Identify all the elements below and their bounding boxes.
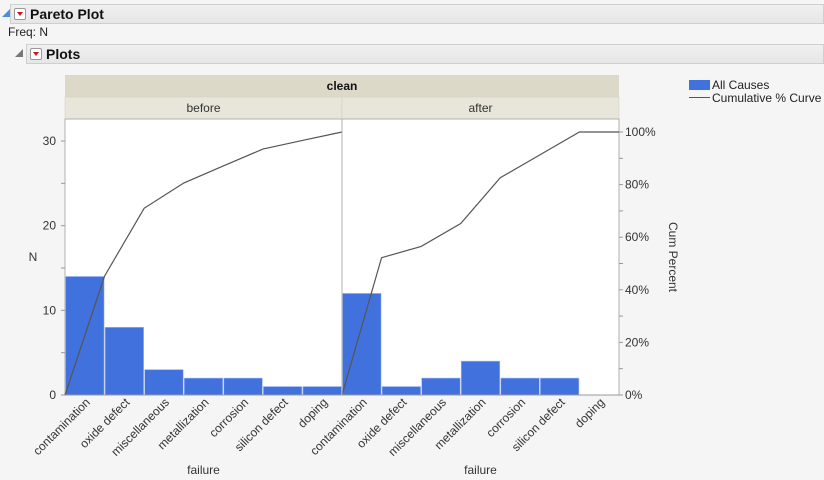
- bar[interactable]: [223, 377, 263, 396]
- bar[interactable]: [302, 386, 342, 396]
- y2-tick-label: 80%: [625, 178, 649, 192]
- x-axis-label: failure: [464, 463, 497, 477]
- red-triangle-menu-icon[interactable]: [30, 48, 42, 60]
- x-axis-label: failure: [187, 463, 220, 477]
- y-tick-label: 20: [43, 219, 57, 233]
- legend-item-cumulative-curve[interactable]: Cumulative % Curve: [689, 90, 822, 105]
- bar[interactable]: [342, 293, 382, 396]
- panel-header-label: before: [186, 101, 220, 115]
- legend-item-all-causes[interactable]: All Causes: [689, 77, 821, 92]
- bar[interactable]: [263, 386, 303, 396]
- freq-label: Freq: N: [8, 25, 49, 39]
- bar[interactable]: [460, 360, 501, 396]
- bar[interactable]: [183, 377, 224, 396]
- x-category-label: doping: [572, 395, 607, 430]
- y-tick-label: 30: [43, 134, 57, 148]
- pareto-plot-header[interactable]: Pareto Plot: [10, 4, 824, 24]
- x-category-label: doping: [295, 395, 330, 430]
- report-title: Pareto Plot: [30, 6, 104, 22]
- line-swatch-icon: [689, 97, 710, 98]
- legend: All Causes Cumulative % Curve: [689, 77, 822, 105]
- y2-tick-label: 20%: [625, 335, 649, 349]
- y-tick-label: 0: [49, 388, 56, 402]
- bar[interactable]: [421, 377, 461, 396]
- y-axis-label: N: [29, 250, 38, 264]
- bar[interactable]: [500, 377, 540, 396]
- panel-header-label: after: [468, 101, 492, 115]
- plots-title: Plots: [46, 46, 81, 62]
- bar[interactable]: [144, 369, 184, 396]
- bar[interactable]: [104, 326, 144, 396]
- cumulative-percent-curve: [64, 131, 343, 396]
- y2-tick-label: 100%: [625, 125, 656, 139]
- group-header: [65, 75, 619, 97]
- group-header-label: clean: [327, 79, 358, 93]
- y2-axis-label: Cum Percent: [666, 222, 680, 293]
- legend-label: Cumulative % Curve: [712, 90, 822, 105]
- bar[interactable]: [381, 386, 421, 396]
- cumulative-percent-curve: [341, 131, 619, 396]
- bar[interactable]: [540, 377, 580, 396]
- red-triangle-menu-icon[interactable]: [14, 8, 26, 20]
- y2-tick-label: 60%: [625, 230, 649, 244]
- collapse-plots-icon[interactable]: [15, 49, 23, 57]
- y2-tick-label: 0%: [625, 388, 643, 402]
- bar-swatch-icon: [689, 79, 710, 90]
- y-tick-label: 10: [43, 303, 57, 317]
- y2-tick-label: 40%: [625, 283, 649, 297]
- legend-label: All Causes: [712, 77, 770, 92]
- collapse-pareto-plot-icon[interactable]: [2, 9, 10, 17]
